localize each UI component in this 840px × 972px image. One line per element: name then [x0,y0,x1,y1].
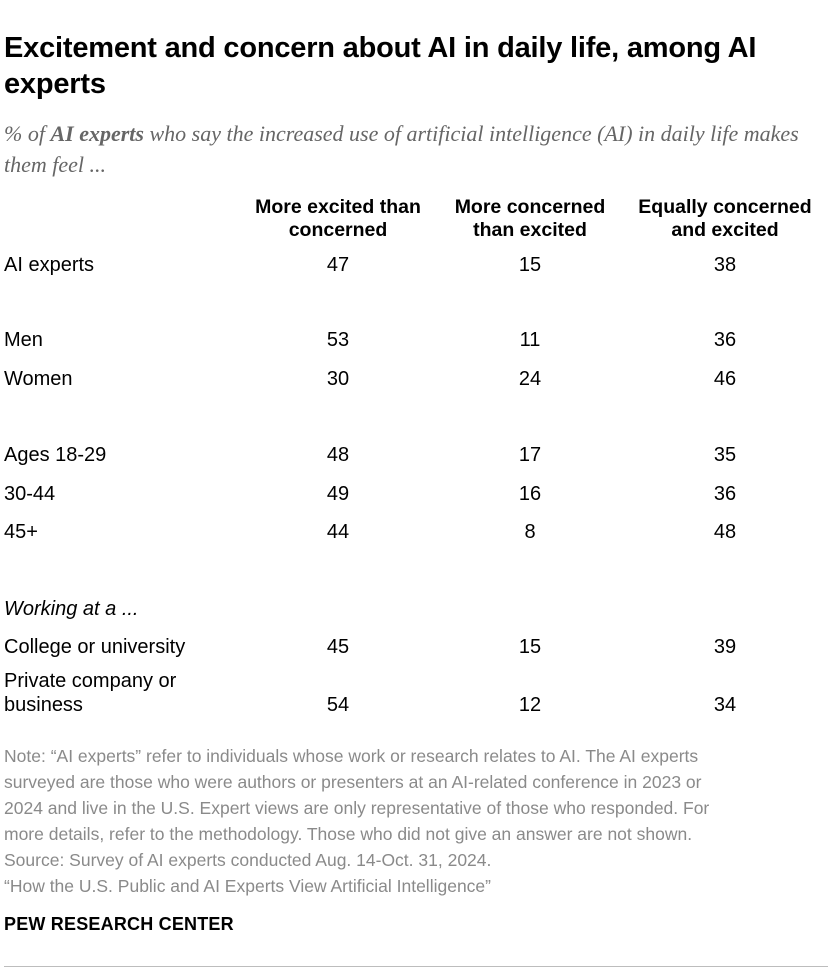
table-cell: 36 [713,483,737,505]
table-cell: 34 [713,694,737,716]
chart-subtitle: % of AI experts who say the increased us… [4,118,824,180]
row-label-private-company: Private company or business [4,669,176,717]
table-cell: 48 [326,444,350,466]
subtitle-bold: AI experts [50,121,144,146]
table-cell: 47 [326,254,350,276]
table-cell: 8 [524,521,536,543]
column-header-equally: Equally concerned and excited [622,196,828,242]
table-cell: 16 [518,483,542,505]
row-label-ai-experts: AI experts [4,254,95,276]
row-label-45-plus: 45+ [4,521,38,543]
column-header-line: and excited [671,219,779,241]
chart-title: Excitement and concern about AI in daily… [4,32,757,100]
table-cell: 48 [713,521,737,543]
table-cell: 15 [518,636,542,658]
row-label-men: Men [4,329,43,351]
table-cell: 17 [518,444,542,466]
group-header-working-at: Working at a ... [4,598,139,620]
row-label-line: business [4,694,83,716]
subtitle-suffix: who say the increased use of artificial … [4,121,799,177]
table-cell: 44 [326,521,350,543]
table-cell: 46 [713,368,737,390]
table-cell: 49 [326,483,350,505]
table-cell: 35 [713,444,737,466]
table-cell: 11 [519,329,541,351]
row-label-college: College or university [4,636,186,658]
table-cell: 12 [518,694,542,716]
row-label-ages-18-29: Ages 18-29 [4,444,107,466]
table-cell: 15 [518,254,542,276]
row-label-30-44: 30-44 [4,483,56,505]
table-cell: 53 [326,329,350,351]
source-line: Source: Survey of AI experts conducted A… [4,850,492,870]
table-cell: 45 [326,636,350,658]
column-header-line: than excited [473,219,587,241]
row-label-line: Private company or [4,670,177,692]
subtitle-prefix: % of [4,121,51,146]
table-cell: 54 [326,694,350,716]
table-cell: 39 [713,636,737,658]
note-line: 2024 and live in the U.S. Expert views a… [4,798,710,818]
note-line: surveyed are those who were authors or p… [4,772,702,792]
brand-logo: PEW RESEARCH CENTER [4,914,234,934]
bottom-divider [4,966,828,967]
column-header-concerned: More concerned than excited [438,196,622,242]
table-cell: 30 [326,368,350,390]
column-header-line: concerned [288,219,388,241]
table-cell: 36 [713,329,737,351]
table-cell: 24 [518,368,542,390]
column-header-line: More concerned [454,196,606,218]
note-line: more details, refer to the methodology. … [4,824,693,844]
column-header-excited: More excited than concerned [238,196,438,242]
chart-note: Note: “AI experts” refer to individuals … [4,743,824,899]
note-line: Note: “AI experts” refer to individuals … [4,746,699,766]
column-header-line: More excited than [255,196,421,218]
row-label-women: Women [4,368,73,390]
report-title-line: “How the U.S. Public and AI Experts View… [4,876,491,896]
column-header-line: Equally concerned [638,196,812,218]
table-cell: 38 [713,254,737,276]
